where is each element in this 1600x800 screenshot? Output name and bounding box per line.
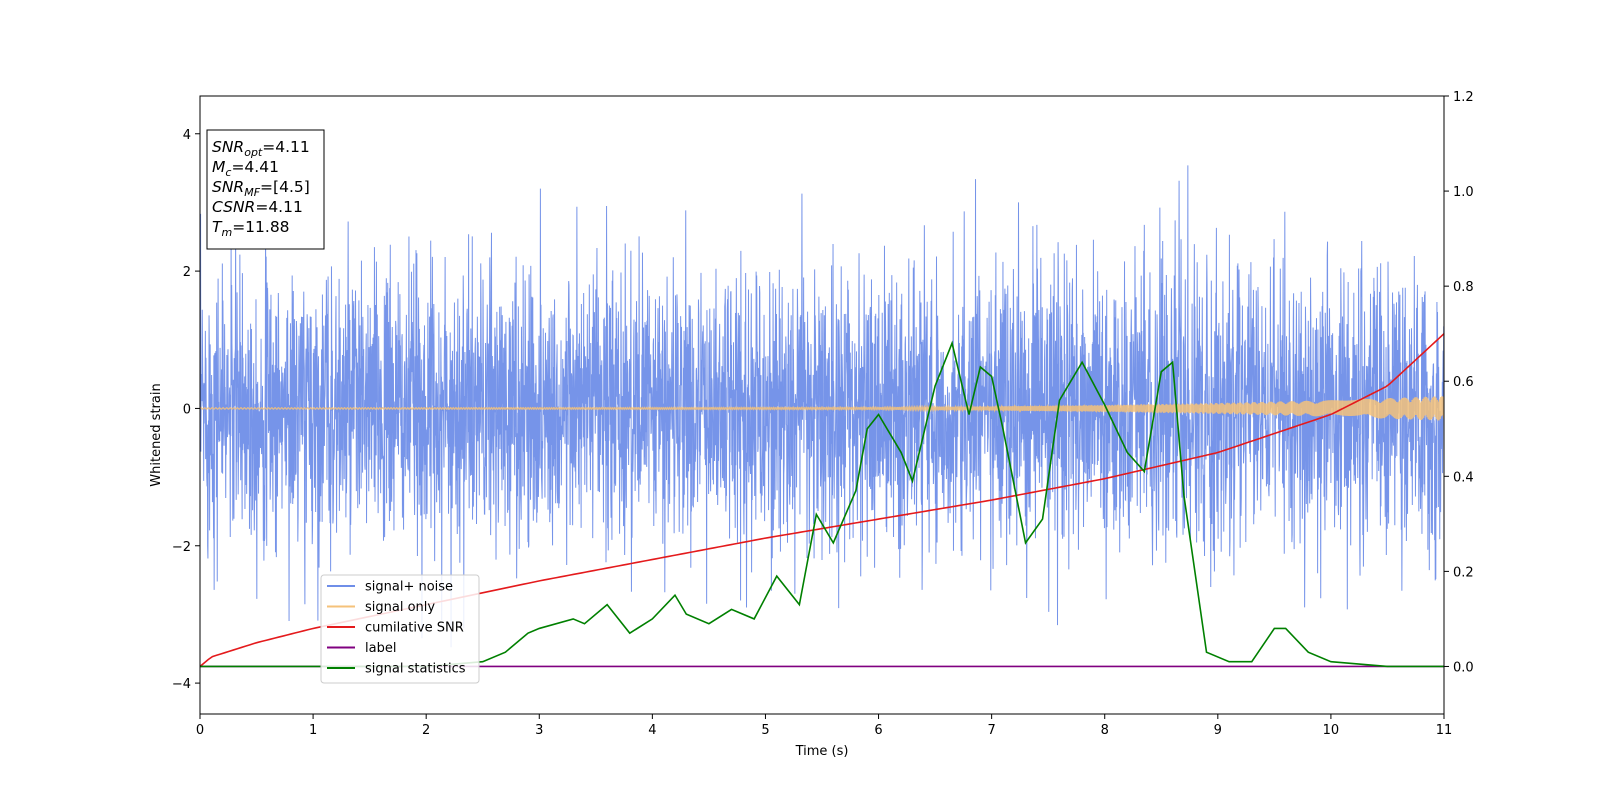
y2-tick-label: 1.0: [1453, 185, 1474, 200]
legend-entry: signal+ noise: [365, 580, 453, 595]
legend-frame: [320, 574, 480, 684]
x-tick-label: 4: [648, 723, 656, 738]
legend-entry: cumilative SNR: [365, 621, 464, 636]
y-tick-label: 0: [183, 402, 191, 417]
x-tick-label: 2: [422, 723, 430, 738]
annotation-line: CSNR=4.11: [212, 198, 303, 216]
series-signal-plus-noise: [200, 165, 1444, 648]
y-tick-label: 2: [183, 265, 191, 280]
x-tick-label: 5: [761, 723, 769, 738]
y2-tick-label: 1.2: [1453, 90, 1474, 105]
legend-entry: signal statistics: [365, 662, 466, 677]
x-tick-label: 11: [1436, 723, 1453, 738]
x-tick-label: 9: [1214, 723, 1222, 738]
annotation-line: Mc=4.41: [212, 158, 279, 179]
y2-tick-label: 0.2: [1453, 565, 1474, 580]
y-axis-right: 0.0 0.2 0.4 0.6 0.8 1.0 1.2: [1444, 90, 1474, 675]
y2-tick-label: 0.6: [1453, 375, 1474, 390]
y2-tick-label: 0.4: [1453, 470, 1474, 485]
legend: signal+ noise signal only cumilative SNR la…: [320, 574, 480, 684]
x-tick-label: 1: [309, 723, 317, 738]
y-axis-title: Whitened strain: [149, 383, 164, 486]
y-tick-label: −2: [172, 540, 191, 555]
x-tick-label: 3: [535, 723, 543, 738]
x-tick-label: 10: [1323, 723, 1340, 738]
annotation-line: Tm=11.88: [212, 218, 290, 239]
x-tick-label: 8: [1101, 723, 1109, 738]
annotation-line: SNRopt=4.11: [212, 138, 310, 159]
legend-entry: label: [365, 641, 396, 656]
legend-entry: signal only: [365, 600, 435, 615]
x-tick-label: 7: [987, 723, 995, 738]
x-axis-title: Time (s): [795, 744, 849, 759]
series-signal-only: [200, 396, 1444, 421]
y-axis-left: −4 −2 0 2 4: [172, 128, 200, 692]
axes-frame: [199, 95, 1445, 715]
x-tick-label: 0: [196, 723, 204, 738]
x-tick-label: 6: [874, 723, 882, 738]
y2-tick-label: 0.0: [1453, 660, 1474, 675]
y-tick-label: −4: [172, 677, 191, 692]
x-axis: 0 1 2 3 4 5 6 7 8 9 10 11: [196, 714, 1452, 738]
annotation-line: SNRMF=[4.5]: [212, 178, 310, 199]
y-tick-label: 4: [183, 128, 191, 143]
y2-tick-label: 0.8: [1453, 280, 1474, 295]
series-signal-statistics: [200, 340, 1444, 668]
annotation-frame: [206, 129, 325, 250]
